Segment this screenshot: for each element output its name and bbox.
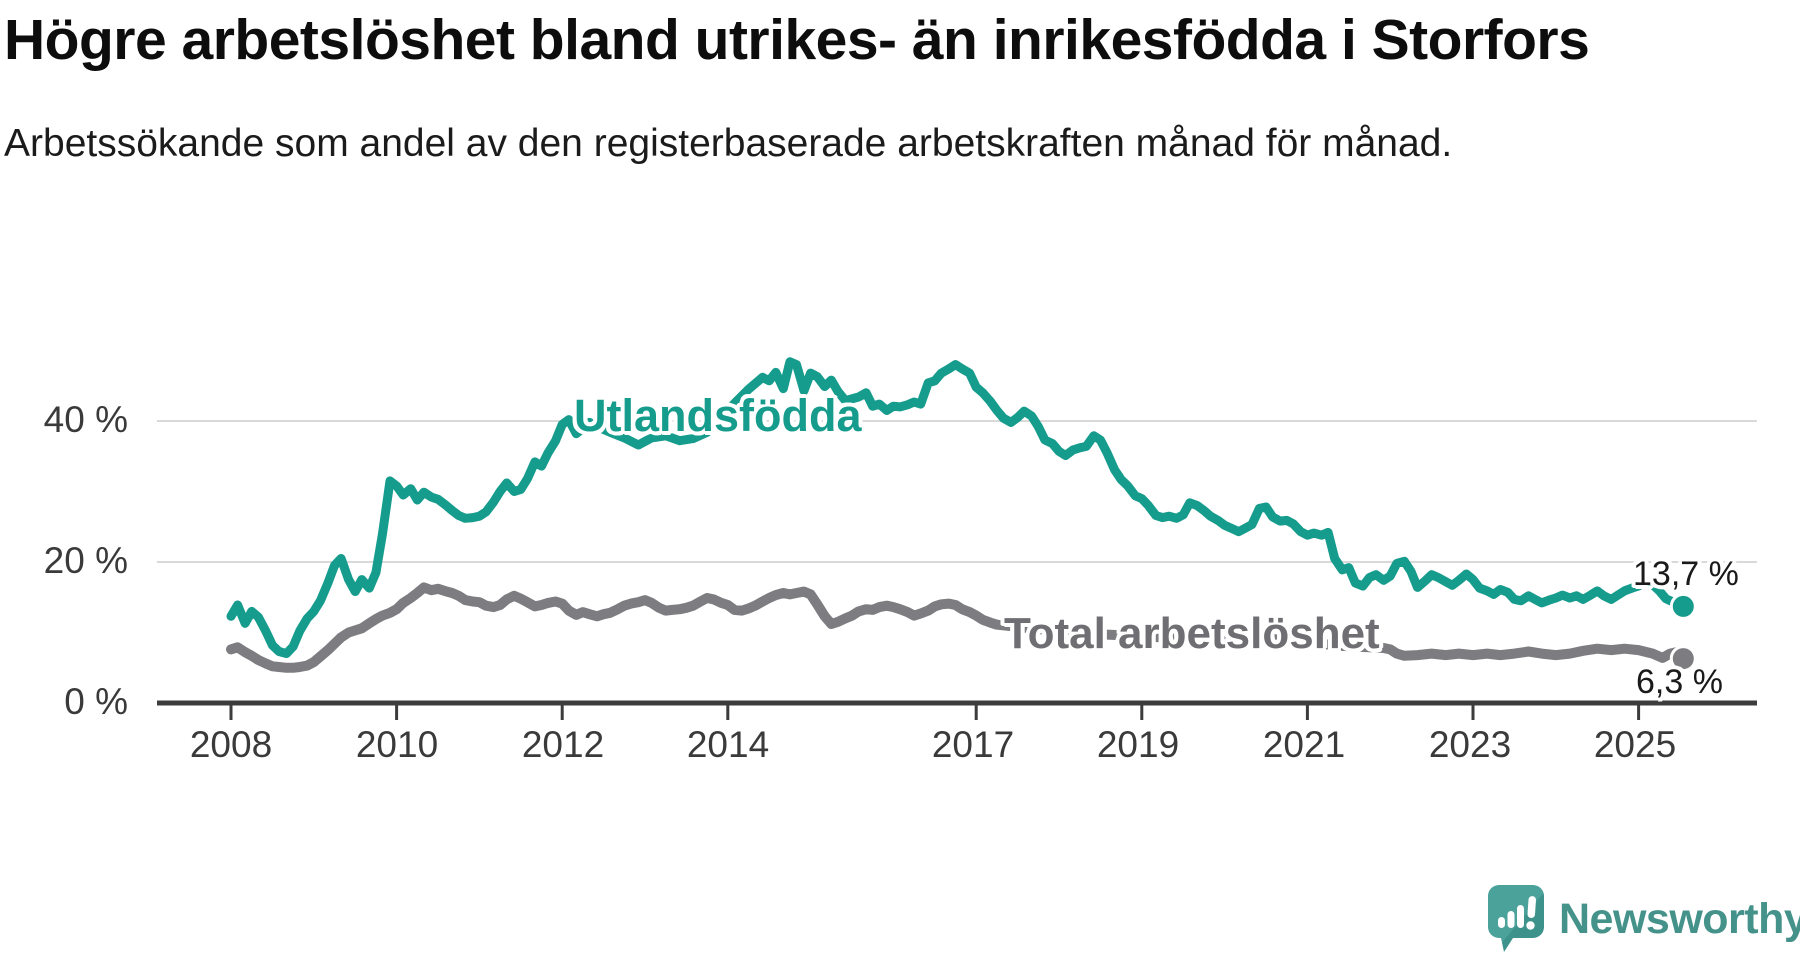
x-tick-2019: 2019 [1096,724,1180,765]
y-tick-20: 20 % [43,540,128,581]
gridlines [157,420,1757,563]
y-tick-0: 0 % [64,681,128,722]
x-axis [157,700,1757,720]
end-dot-utlandsfodda [1669,592,1697,620]
end-dot-total [1669,645,1697,673]
end-value-label-utlandsfodda: 13,7 % [1633,555,1739,593]
newsworthy-logo-text: Newsworthy [1559,894,1800,943]
x-tick-2010: 2010 [355,724,439,765]
page-subtitle: Arbetssökande som andel av den registerb… [4,122,1453,165]
newsworthy-logo-icon [1488,885,1544,952]
x-tick-2012: 2012 [521,724,605,765]
y-tick-40: 40 % [43,399,128,440]
page-title: Högre arbetslöshet bland utrikes- än inr… [4,8,1590,72]
x-tick-2017: 2017 [931,724,1015,765]
x-tick-2014: 2014 [686,724,770,765]
x-tick-2025: 2025 [1593,724,1677,765]
line-total-arbetsloshet [226,582,1689,673]
series-label-total-arbetsloshet: Total arbetslöshet [1004,609,1380,658]
x-tick-2023: 2023 [1428,724,1512,765]
line-utlandsfodda [226,357,1688,659]
series-label-utlandsfodda: Utlandsfödda [574,390,862,441]
x-tick-2021: 2021 [1262,724,1346,765]
end-value-label-total: 6,3 % [1636,663,1723,701]
x-tick-2008: 2008 [189,724,273,765]
newsworthy-branding: Newsworthy [1487,884,1800,954]
